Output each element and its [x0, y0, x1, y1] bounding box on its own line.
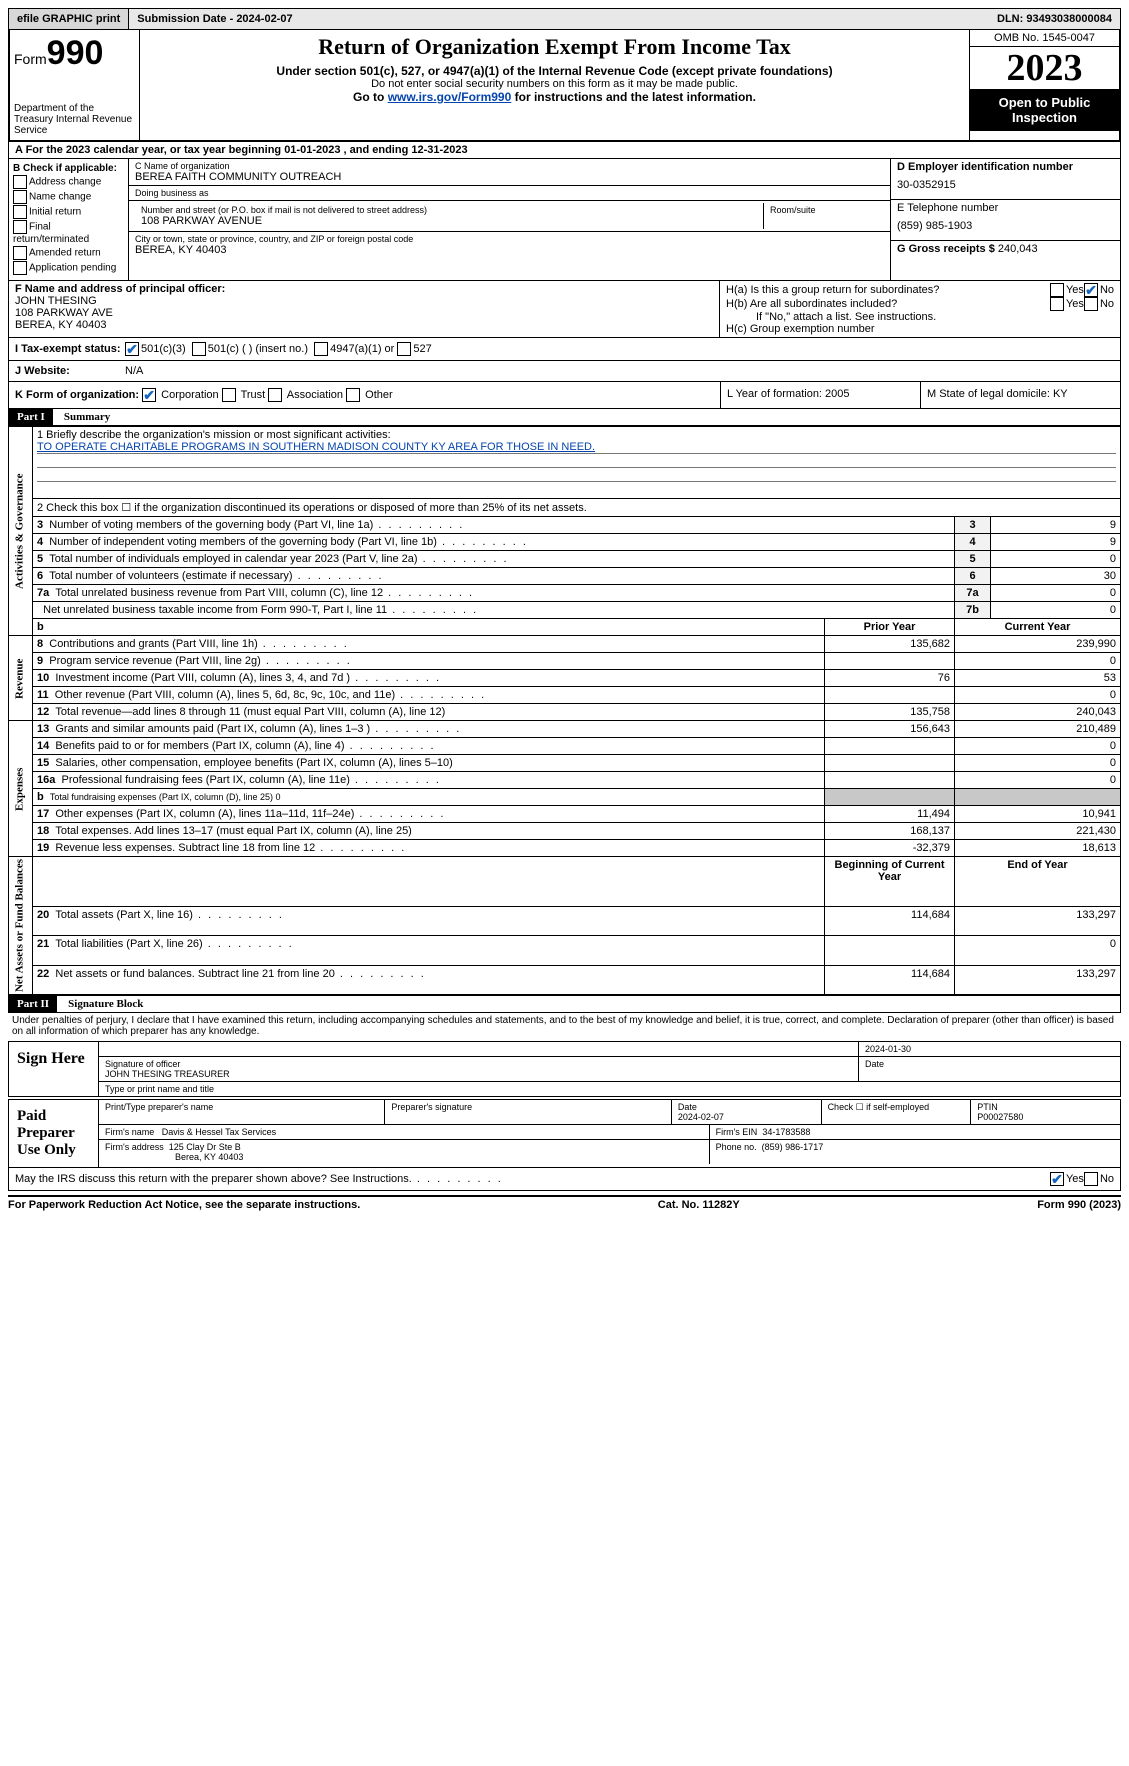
section-bcd: B Check if applicable: Address change Na…: [8, 159, 1121, 281]
dept-label: Department of the Treasury Internal Reve…: [14, 103, 135, 136]
box-c: C Name of organization BEREA FAITH COMMU…: [129, 159, 890, 280]
ein: 30-0352915: [897, 173, 1114, 197]
submission-date: Submission Date - 2024-02-07: [129, 9, 989, 29]
firm-name: Davis & Hessel Tax Services: [162, 1127, 276, 1137]
topbar: efile GRAPHIC print Submission Date - 20…: [8, 8, 1121, 30]
form-title: Return of Organization Exempt From Incom…: [144, 34, 965, 60]
row-fh: F Name and address of principal officer:…: [8, 281, 1121, 338]
row-a-tax-year: A For the 2023 calendar year, or tax yea…: [8, 142, 1121, 159]
officer-name: JOHN THESING TREASURER: [105, 1069, 230, 1079]
state-domicile: M State of legal domicile: KY: [920, 382, 1120, 408]
year-formation: L Year of formation: 2005: [720, 382, 920, 408]
row-j-website: J Website: N/A: [8, 361, 1121, 382]
box-h: H(a) Is this a group return for subordin…: [720, 281, 1120, 337]
form-number: Form990: [14, 34, 135, 73]
street: 108 PARKWAY AVENUE: [141, 215, 757, 227]
open-inspection: Open to Public Inspection: [970, 89, 1119, 131]
irs-link[interactable]: www.irs.gov/Form990: [388, 90, 512, 104]
paid-preparer: Paid Preparer Use Only Print/Type prepar…: [8, 1099, 1121, 1168]
form-header: Form990 Department of the Treasury Inter…: [8, 30, 1121, 142]
ha-no-checkbox[interactable]: [1084, 283, 1098, 297]
part-i-table: Activities & Governance 1 Briefly descri…: [8, 426, 1121, 995]
phone: (859) 985-1903: [897, 214, 1114, 238]
website-value: N/A: [125, 365, 143, 377]
501c3-checkbox[interactable]: [125, 342, 139, 356]
form-sub2: Do not enter social security numbers on …: [144, 78, 965, 90]
firm-ein: 34-1783588: [762, 1127, 810, 1137]
gross-receipts: 240,043: [998, 243, 1038, 255]
sign-here: Sign Here 2024-01-30 Signature of office…: [8, 1041, 1121, 1097]
page-footer: For Paperwork Reduction Act Notice, see …: [8, 1195, 1121, 1211]
side-exp: Expenses: [9, 721, 33, 857]
omb-number: OMB No. 1545-0047: [970, 30, 1119, 47]
efile-print-button[interactable]: efile GRAPHIC print: [9, 9, 129, 29]
irs-discuss: May the IRS discuss this return with the…: [8, 1168, 1121, 1191]
mission-text: TO OPERATE CHARITABLE PROGRAMS IN SOUTHE…: [37, 441, 1116, 454]
box-b: B Check if applicable: Address change Na…: [9, 159, 129, 280]
box-deg: D Employer identification number 30-0352…: [890, 159, 1120, 280]
city: BEREA, KY 40403: [135, 244, 884, 256]
row-klm: K Form of organization: Corporation Trus…: [8, 382, 1121, 409]
tax-year: 2023: [970, 47, 1119, 89]
prep-phone: (859) 986-1717: [762, 1142, 824, 1152]
dln: DLN: 93493038000084: [989, 9, 1120, 29]
part-ii-header: Part II Signature Block: [8, 995, 1121, 1013]
side-ag: Activities & Governance: [9, 427, 33, 636]
declaration: Under penalties of perjury, I declare th…: [8, 1013, 1121, 1039]
corp-checkbox[interactable]: [142, 388, 156, 402]
row-i-tax-status: I Tax-exempt status: 501(c)(3) 501(c) ( …: [8, 338, 1121, 361]
form-sub1: Under section 501(c), 527, or 4947(a)(1)…: [144, 64, 965, 78]
side-net: Net Assets or Fund Balances: [9, 857, 33, 995]
sign-date: 2024-01-30: [859, 1042, 1120, 1056]
form-sub3: Go to www.irs.gov/Form990 for instructio…: [144, 90, 965, 104]
part-i-header: Part I Summary: [8, 409, 1121, 426]
side-rev: Revenue: [9, 636, 33, 721]
ptin: P00027580: [977, 1112, 1023, 1122]
discuss-yes-checkbox[interactable]: [1050, 1172, 1064, 1186]
box-f: F Name and address of principal officer:…: [9, 281, 720, 337]
org-name: BEREA FAITH COMMUNITY OUTREACH: [135, 171, 884, 183]
